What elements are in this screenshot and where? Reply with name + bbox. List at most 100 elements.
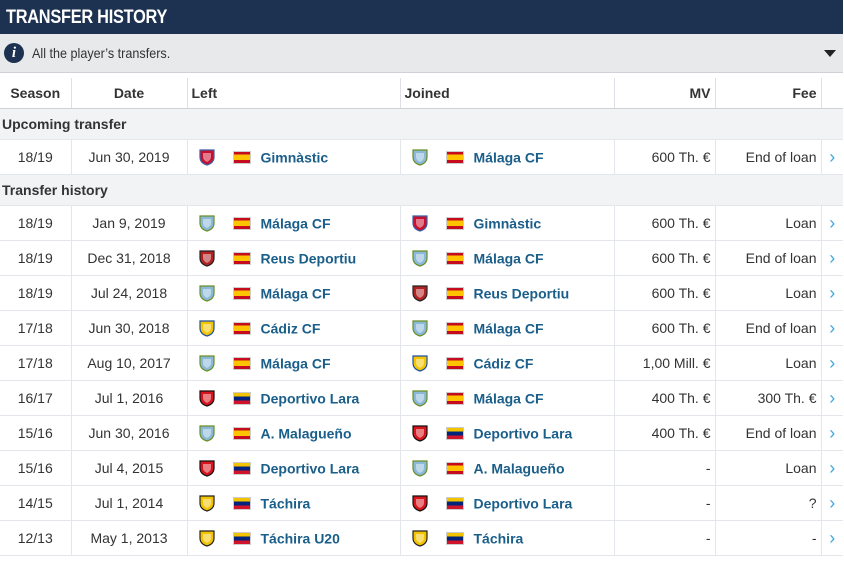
fee-cell: End of loan	[715, 310, 822, 346]
fee-cell: Loan	[715, 275, 822, 311]
chevron-right-icon[interactable]: ›	[821, 415, 843, 451]
club-crest-icon[interactable]	[405, 148, 428, 166]
left-club-cell: A. Malagueño	[187, 415, 401, 451]
market-value-cell: 1,00 Mill. €	[614, 345, 716, 381]
club-crest-icon[interactable]	[405, 249, 428, 267]
season-cell: 18/19	[0, 275, 72, 311]
left-club-cell: Málaga CF	[187, 205, 401, 241]
left-club-cell: Málaga CF	[187, 275, 401, 311]
joined-club-link[interactable]: Táchira	[473, 530, 524, 547]
left-club-link[interactable]: Táchira	[260, 495, 311, 512]
joined-club-link[interactable]: Gimnàstic	[473, 215, 542, 232]
chevron-right-icon[interactable]: ›	[821, 520, 843, 556]
chevron-right-icon[interactable]: ›	[821, 139, 843, 175]
flag-icon	[445, 216, 464, 230]
club-crest-icon[interactable]	[405, 459, 428, 477]
club-crest-icon[interactable]	[405, 319, 428, 337]
table-row[interactable]: 17/18 Jun 30, 2018 Cádiz CF Málaga CF 600 Th…	[0, 310, 843, 346]
club-crest-icon[interactable]	[405, 494, 428, 512]
club-crest-icon[interactable]	[192, 284, 215, 302]
left-club-link[interactable]: Málaga CF	[260, 355, 331, 372]
chevron-right-icon[interactable]: ›	[821, 485, 843, 521]
table-row[interactable]: 18/19 Jun 30, 2019 Gimnàstic Málaga CF 600 T…	[0, 139, 843, 175]
club-crest-icon[interactable]	[405, 424, 428, 442]
table-row[interactable]: 14/15 Jul 1, 2014 Táchira Deportivo Lara -? ›	[0, 485, 843, 521]
chevron-right-icon[interactable]: ›	[821, 450, 843, 486]
club-crest-icon[interactable]	[192, 148, 215, 166]
left-club-link[interactable]: Deportivo Lara	[260, 460, 360, 477]
fee-cell: 300 Th. €	[715, 380, 822, 416]
club-crest-icon[interactable]	[405, 529, 428, 547]
left-club-link[interactable]: Reus Deportiu	[260, 250, 357, 267]
club-crest-icon[interactable]	[405, 389, 428, 407]
info-icon: i	[4, 43, 24, 63]
chevron-right-icon[interactable]: ›	[821, 310, 843, 346]
header-fee[interactable]: Fee	[715, 78, 822, 109]
market-value-cell: 600 Th. €	[614, 275, 716, 311]
table-row[interactable]: 18/19 Jan 9, 2019 Málaga CF Gimnàstic 600 Th…	[0, 205, 843, 241]
left-club-link[interactable]: Deportivo Lara	[260, 390, 360, 407]
flag-icon	[445, 321, 464, 335]
joined-club-link[interactable]: Deportivo Lara	[473, 495, 573, 512]
club-crest-icon[interactable]	[192, 459, 215, 477]
flag-icon	[445, 150, 464, 164]
left-club-link[interactable]: Gimnàstic	[260, 149, 329, 166]
club-crest-icon[interactable]	[192, 424, 215, 442]
date-cell: Jun 30, 2018	[71, 310, 188, 346]
header-season[interactable]: Season	[0, 78, 72, 109]
market-value-cell: 400 Th. €	[614, 380, 716, 416]
club-crest-icon[interactable]	[405, 354, 428, 372]
club-crest-icon[interactable]	[192, 214, 215, 232]
table-row[interactable]: 16/17 Jul 1, 2016 Deportivo Lara Málaga CF 4…	[0, 380, 843, 416]
club-crest-icon[interactable]	[192, 494, 215, 512]
club-crest-icon[interactable]	[192, 354, 215, 372]
joined-club-link[interactable]: Reus Deportiu	[473, 285, 570, 302]
chevron-right-icon[interactable]: ›	[821, 240, 843, 276]
club-crest-icon[interactable]	[405, 284, 428, 302]
table-row[interactable]: 18/19 Dec 31, 2018 Reus Deportiu Málaga CF 6…	[0, 240, 843, 276]
season-cell: 17/18	[0, 345, 72, 381]
header-mv[interactable]: MV	[614, 78, 716, 109]
joined-club-link[interactable]: Málaga CF	[473, 149, 544, 166]
left-club-link[interactable]: Málaga CF	[260, 285, 331, 302]
joined-club-link[interactable]: Málaga CF	[473, 390, 544, 407]
joined-club-cell: Málaga CF	[400, 240, 615, 276]
club-crest-icon[interactable]	[192, 319, 215, 337]
left-club-link[interactable]: Cádiz CF	[260, 320, 321, 337]
joined-club-link[interactable]: A. Malagueño	[473, 460, 565, 477]
table-row[interactable]: 18/19 Jul 24, 2018 Málaga CF Reus Deportiu 6…	[0, 275, 843, 311]
joined-club-link[interactable]: Deportivo Lara	[473, 425, 573, 442]
chevron-down-icon[interactable]	[824, 50, 836, 57]
left-club-link[interactable]: Málaga CF	[260, 215, 331, 232]
table-row[interactable]: 12/13 May 1, 2013 Táchira U20 Táchira - - ›	[0, 520, 843, 556]
club-crest-icon[interactable]	[192, 529, 215, 547]
left-club-cell: Táchira U20	[187, 520, 401, 556]
chevron-right-icon[interactable]: ›	[821, 380, 843, 416]
fee-cell: -	[715, 520, 822, 556]
club-crest-icon[interactable]	[192, 389, 215, 407]
table-row[interactable]: 15/16 Jun 30, 2016 A. Malagueño Deportivo L…	[0, 415, 843, 451]
fee-cell: Loan	[715, 450, 822, 486]
chevron-right-icon[interactable]: ›	[821, 275, 843, 311]
club-crest-icon[interactable]	[192, 249, 215, 267]
date-cell: Jun 30, 2019	[71, 139, 188, 175]
joined-club-cell: Cádiz CF	[400, 345, 615, 381]
left-club-link[interactable]: Táchira U20	[260, 530, 340, 547]
club-crest-icon[interactable]	[405, 214, 428, 232]
left-club-cell: Reus Deportiu	[187, 240, 401, 276]
season-cell: 18/19	[0, 139, 72, 175]
joined-club-link[interactable]: Cádiz CF	[473, 355, 534, 372]
left-club-link[interactable]: A. Malagueño	[260, 425, 352, 442]
joined-club-cell: Deportivo Lara	[400, 485, 615, 521]
table-row[interactable]: 15/16 Jul 4, 2015 Deportivo Lara A. Malague…	[0, 450, 843, 486]
table-row[interactable]: 17/18 Aug 10, 2017 Málaga CF Cádiz CF 1,00 M…	[0, 345, 843, 381]
chevron-right-icon[interactable]: ›	[821, 205, 843, 241]
title-bar: TRANSFER HISTORY	[0, 0, 843, 34]
chevron-right-icon[interactable]: ›	[821, 345, 843, 381]
joined-club-link[interactable]: Málaga CF	[473, 250, 544, 267]
header-joined: Joined	[400, 78, 615, 109]
joined-club-link[interactable]: Málaga CF	[473, 320, 544, 337]
info-bar[interactable]: i All the player’s transfers.	[0, 34, 843, 73]
left-club-cell: Cádiz CF	[187, 310, 401, 346]
header-date[interactable]: Date	[71, 78, 188, 109]
